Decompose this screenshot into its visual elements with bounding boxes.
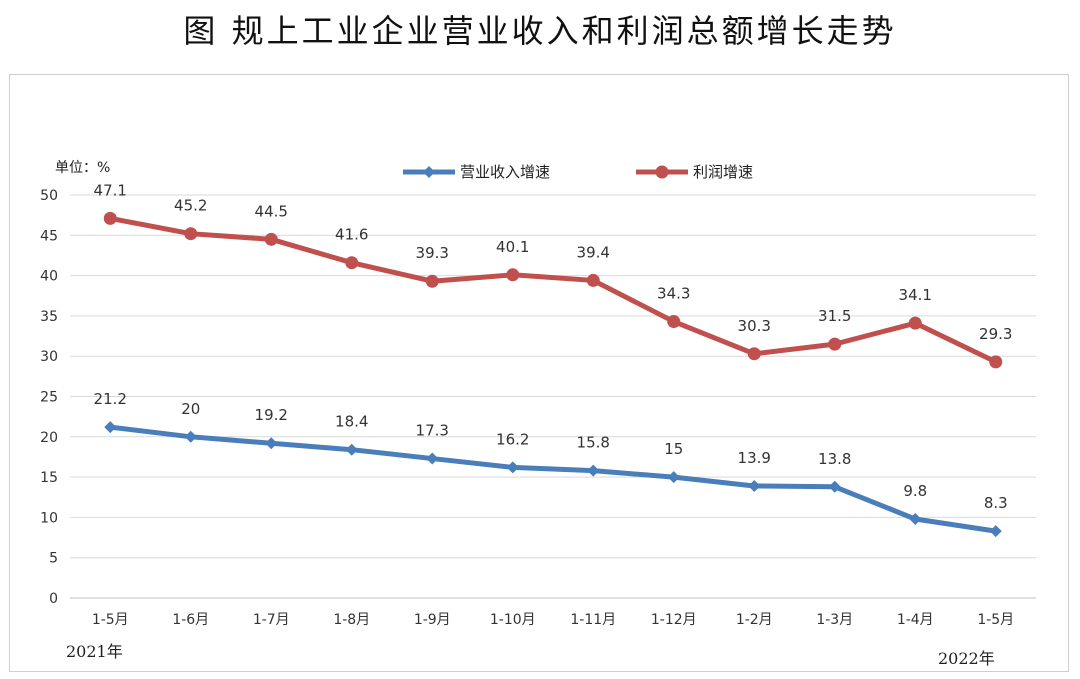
data-point-marker [586,273,600,287]
data-point-marker [506,268,520,282]
y-tick-label: 50 [40,188,58,204]
data-point-marker [989,355,1003,369]
x-tick-label: 1-3月 [816,612,853,628]
y-tick-label: 15 [40,470,58,486]
y-tick-label: 10 [40,510,58,526]
data-label: 29.3 [979,325,1012,343]
data-point-marker [667,471,680,484]
data-label: 21.2 [94,390,127,408]
data-label: 34.3 [657,285,690,303]
data-label: 39.4 [577,243,610,261]
data-label: 45.2 [174,197,207,215]
data-label: 9.8 [903,482,927,500]
data-label: 15 [664,440,683,458]
data-label: 44.5 [255,202,288,220]
legend-marker [423,166,435,178]
data-point-marker [345,443,358,456]
gridlines [70,194,1036,599]
y-tick-label: 0 [49,591,58,607]
y-tick-label: 5 [49,551,58,567]
data-label: 41.6 [335,226,368,244]
data-point-marker [908,316,922,330]
data-label: 17.3 [416,422,449,440]
data-point-marker [425,274,439,288]
data-label: 47.1 [94,181,127,199]
y-tick-label: 30 [40,349,58,365]
x-tick-label: 1-7月 [253,612,290,628]
data-point-marker [587,464,600,477]
legend-label: 营业收入增速 [460,163,550,181]
data-label: 40.1 [496,238,529,256]
data-label: 19.2 [255,406,288,424]
y-tick-label: 40 [40,269,58,285]
legend: 营业收入增速 利润增速 [403,163,753,181]
data-point-marker [828,480,841,493]
data-point-marker [184,227,198,241]
data-point-marker [747,347,761,361]
data-point-marker [265,437,278,450]
x-axis: 1-5月 1-6月 1-7月 1-8月 1-9月 1-10月 1-11月 1-12月 1-2月 1… [92,612,1014,628]
data-label: 16.2 [496,430,529,448]
series-line-profit [107,215,999,365]
x-tick-label: 1-10月 [490,612,536,628]
data-label: 20 [181,400,200,418]
x-tick-label: 1-8月 [333,612,370,628]
legend-marker [655,165,669,179]
data-point-marker [103,211,117,225]
data-point-marker [264,232,278,246]
data-label: 31.5 [818,307,851,325]
chart-title: 图 规上工业企业营业收入和利润总额增长走势 [183,12,897,50]
x-tick-label: 1-6月 [172,612,209,628]
data-label: 18.4 [335,413,368,431]
y-tick-label: 35 [40,309,58,325]
x-tick-label: 1-12月 [651,612,697,628]
data-label: 39.3 [416,244,449,262]
year-label-end: 2022年 [938,649,995,668]
x-tick-label: 1-5月 [92,612,129,628]
chart-frame [9,74,1069,672]
data-point-marker [104,421,117,434]
y-tick-label: 20 [40,430,58,446]
data-point-marker [748,479,761,492]
data-label: 30.3 [738,317,771,335]
series-line-revenue [107,424,999,534]
data-label: 8.3 [984,494,1008,512]
data-point-marker [184,430,197,443]
data-point-marker [828,337,842,351]
data-point-marker [667,315,681,329]
data-point-marker [506,461,519,474]
x-tick-label: 1-11月 [570,612,616,628]
data-point-marker [426,452,439,465]
series-layer: 21.2 20 19.2 18.4 17.3 16.2 15.8 15 13.9 13.8 9.8 8… [94,181,1012,538]
x-tick-label: 1-4月 [897,612,934,628]
y-tick-label: 45 [40,228,58,244]
data-label: 13.9 [738,449,771,467]
data-point-marker [909,513,922,526]
year-label-start: 2021年 [66,642,123,661]
legend-label: 利润增速 [693,163,753,181]
data-label: 34.1 [899,286,932,304]
data-label: 13.8 [818,450,851,468]
data-point-marker [989,525,1002,538]
data-label: 15.8 [577,434,610,452]
x-tick-label: 1-5月 [977,612,1014,628]
x-tick-label: 1-9月 [414,612,451,628]
y-tick-label: 25 [40,390,58,406]
unit-label: 单位：% [55,160,111,176]
data-point-marker [345,256,359,270]
y-axis: 0 5 10 15 20 25 30 35 40 45 50 [40,188,58,607]
x-tick-label: 1-2月 [736,612,773,628]
